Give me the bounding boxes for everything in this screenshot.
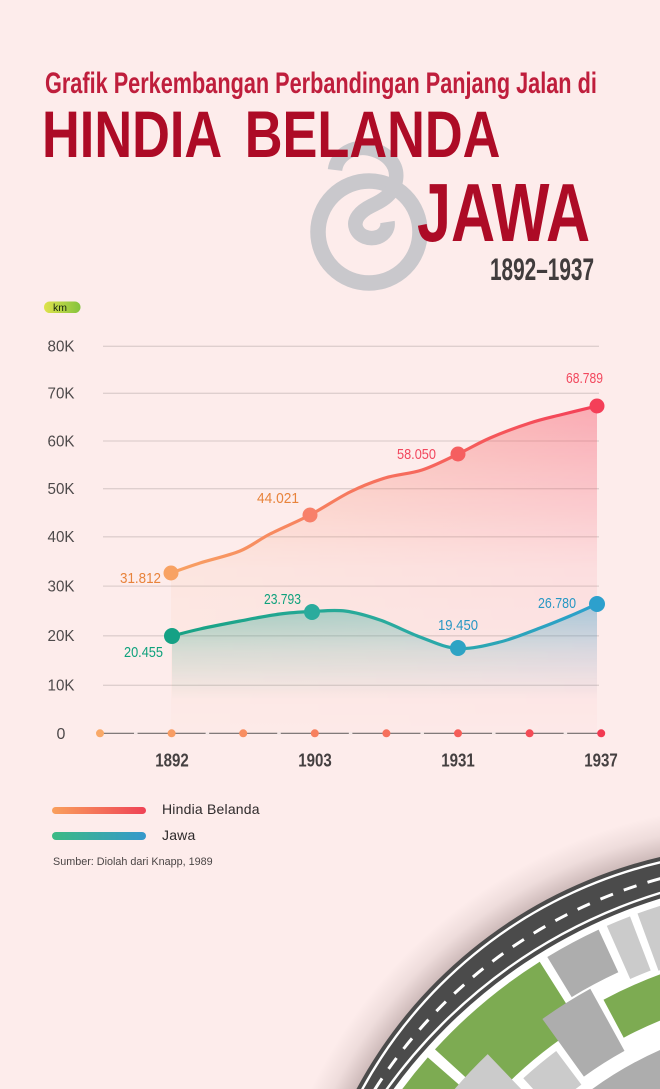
svg-text:0: 0 — [57, 726, 66, 743]
svg-text:50K: 50K — [48, 481, 75, 498]
svg-text:1892: 1892 — [155, 751, 189, 771]
svg-text:70K: 70K — [48, 386, 75, 403]
svg-text:60K: 60K — [48, 433, 75, 450]
svg-text:20.455: 20.455 — [124, 644, 163, 661]
svg-text:30K: 30K — [48, 579, 75, 596]
svg-text:1937: 1937 — [584, 751, 618, 771]
svg-text:26.780: 26.780 — [538, 595, 576, 612]
svg-text:58.050: 58.050 — [397, 446, 436, 463]
svg-text:km: km — [53, 302, 67, 314]
svg-text:1903: 1903 — [298, 751, 332, 771]
svg-text:1931: 1931 — [441, 751, 475, 771]
svg-text:19.450: 19.450 — [438, 617, 478, 634]
svg-text:20K: 20K — [48, 628, 75, 645]
svg-text:31.812: 31.812 — [120, 570, 161, 587]
svg-text:40K: 40K — [48, 529, 75, 546]
svg-text:44.021: 44.021 — [257, 490, 299, 507]
svg-text:80K: 80K — [48, 339, 75, 356]
svg-text:10K: 10K — [48, 678, 75, 695]
svg-text:23.793: 23.793 — [264, 591, 301, 608]
svg-text:68.789: 68.789 — [566, 370, 603, 387]
